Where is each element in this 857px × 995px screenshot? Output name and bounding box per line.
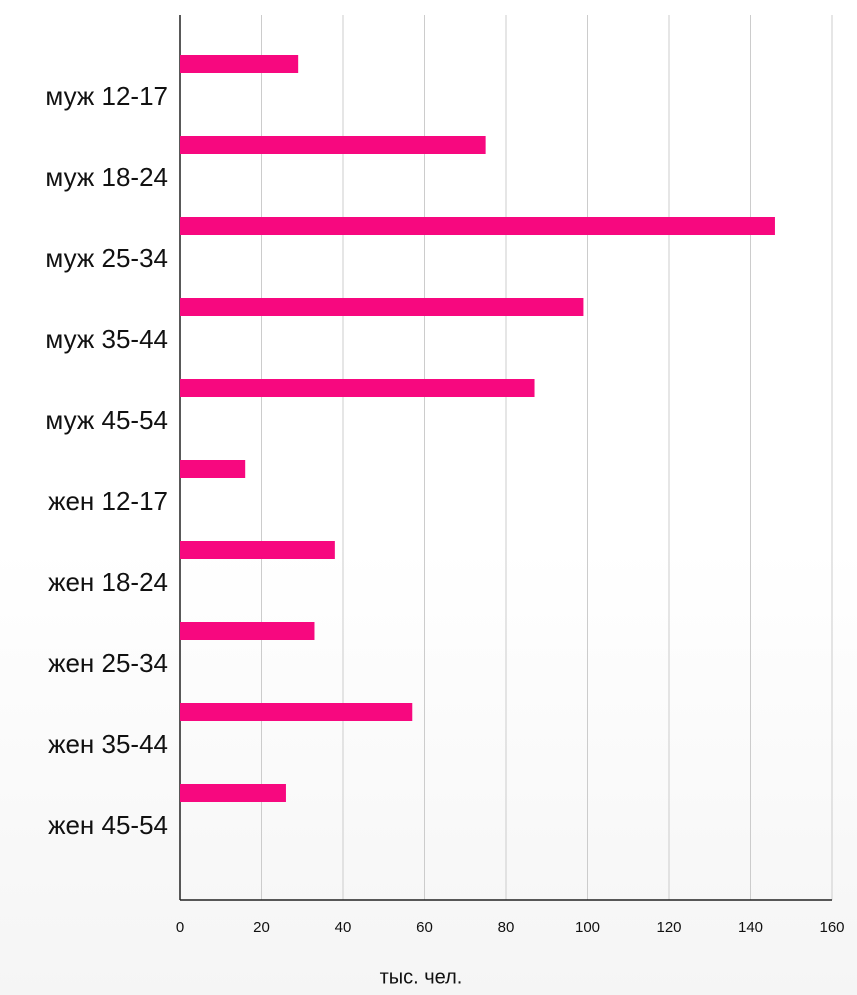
bar: [180, 784, 286, 802]
y-tick-label: муж 25-34: [45, 243, 168, 273]
bar: [180, 217, 775, 235]
x-tick-label: 100: [575, 919, 600, 936]
bar: [180, 55, 299, 73]
x-tick-label: 160: [819, 919, 844, 936]
x-tick-label: 0: [176, 919, 184, 936]
x-axis-title: тыс. чел.: [380, 966, 463, 988]
bar: [180, 541, 335, 559]
x-tick-label: 60: [416, 919, 433, 936]
bar: [180, 622, 315, 640]
y-tick-label: муж 12-17: [45, 81, 168, 111]
bar: [180, 703, 413, 721]
y-tick-label: жен 35-44: [48, 729, 168, 759]
y-tick-label: жен 45-54: [48, 810, 168, 840]
y-tick-label: жен 25-34: [48, 648, 168, 678]
x-tick-label: 120: [656, 919, 681, 936]
x-tick-label: 40: [335, 919, 352, 936]
y-tick-label: жен 18-24: [48, 567, 168, 597]
x-tick-label: 80: [498, 919, 515, 936]
bar: [180, 460, 246, 478]
bar: [180, 379, 535, 397]
y-tick-label: жен 12-17: [48, 486, 168, 516]
bar: [180, 298, 584, 316]
x-tick-label: 20: [253, 919, 270, 936]
y-tick-label: муж 18-24: [45, 162, 168, 192]
y-tick-label: муж 35-44: [45, 324, 168, 354]
bar: [180, 136, 486, 154]
y-tick-label: муж 45-54: [45, 405, 168, 435]
x-tick-label: 140: [738, 919, 763, 936]
